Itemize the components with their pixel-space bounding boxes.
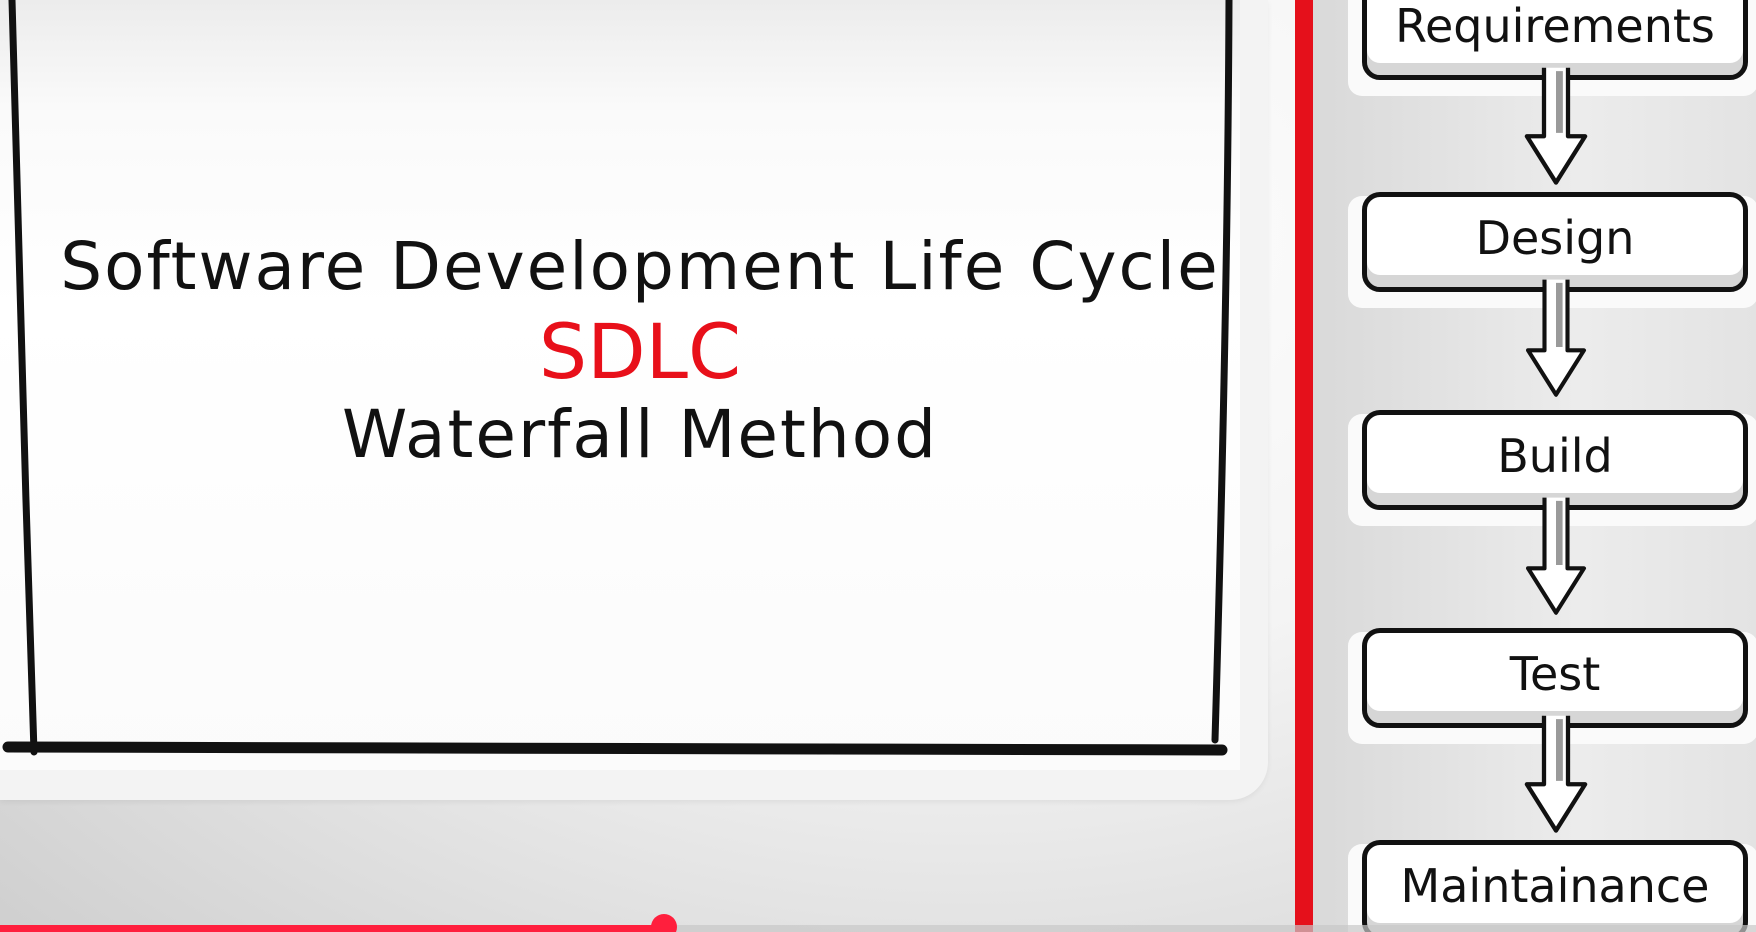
waterfall-step-label: Test: [1509, 647, 1601, 701]
slide-title: Software Development Life Cycle: [60, 228, 1220, 305]
waterfall-step-label: Requirements: [1395, 0, 1715, 53]
slide-title-block: Software Development Life Cycle SDLC Wat…: [40, 225, 1240, 475]
down-arrow-icon: [1526, 497, 1587, 615]
slide-subtitle: Waterfall Method: [342, 396, 938, 473]
whiteboard-card: Software Development Life Cycle SDLC Wat…: [0, 0, 1240, 770]
red-divider: [1295, 0, 1313, 932]
waterfall-step-label: Build: [1497, 429, 1613, 483]
waterfall-step: Design: [1348, 192, 1756, 308]
waterfall-step: Build: [1348, 410, 1756, 526]
whiteboard-card-border: [2, 0, 1233, 756]
waterfall-step-label: Design: [1475, 211, 1635, 265]
waterfall-step-label: Maintainance: [1400, 859, 1710, 913]
progress-track[interactable]: [0, 925, 1756, 932]
waterfall-step-box: [1362, 840, 1748, 932]
waterfall-step: Test: [1348, 628, 1756, 744]
progress-fill: [0, 925, 664, 932]
slide-acronym: SDLC: [538, 307, 742, 396]
down-arrow-icon: [1524, 67, 1588, 185]
waterfall-step: Requirements: [1348, 0, 1756, 96]
waterfall-step: Maintainance: [1348, 840, 1756, 932]
down-arrow-icon: [1526, 279, 1587, 397]
down-arrow-icon: [1524, 715, 1588, 833]
progress-scrubber[interactable]: [650, 914, 677, 932]
